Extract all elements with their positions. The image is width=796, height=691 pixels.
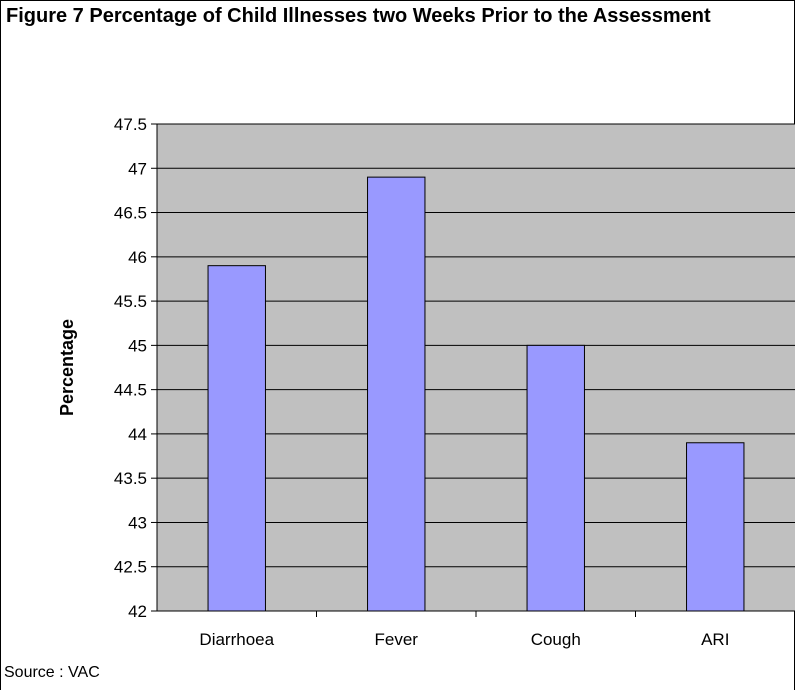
source-note: Source : VAC <box>4 664 100 681</box>
y-tick-label: 42 <box>128 602 147 621</box>
y-tick-label: 44.5 <box>114 381 147 400</box>
bar <box>367 176 426 612</box>
bars <box>207 176 745 612</box>
bar <box>207 265 266 612</box>
y-tick-label: 44 <box>128 425 147 444</box>
bar <box>526 344 585 612</box>
y-tick-label: 47.5 <box>114 115 147 134</box>
y-tick-label: 46.5 <box>114 204 147 223</box>
x-tick-labels: Diarrhoea Fever Cough ARI <box>199 630 729 649</box>
chart-title: Figure 7 Percentage of Child Illnesses t… <box>6 5 711 27</box>
bar-chart: 42 42.5 43 43.5 44 44.5 45 45.5 46 46.5 47 47.5 Dia… <box>57 115 795 649</box>
y-tick-label: 43 <box>128 513 147 532</box>
y-axis-label: Percentage <box>57 319 77 416</box>
y-tick-label: 47 <box>128 159 147 178</box>
x-tick-label: ARI <box>701 630 729 649</box>
axes <box>151 123 795 617</box>
y-tick-label: 43.5 <box>114 469 147 488</box>
y-tick-label: 42.5 <box>114 558 147 577</box>
x-tick-label: Cough <box>531 630 581 649</box>
y-tick-labels: 42 42.5 43 43.5 44 44.5 45 45.5 46 46.5 47 47.5 <box>114 115 147 621</box>
x-tick-label: Diarrhoea <box>199 630 274 649</box>
y-tick-label: 45 <box>128 336 147 355</box>
y-tick-label: 46 <box>128 248 147 267</box>
x-tick-label: Fever <box>375 630 419 649</box>
y-tick-label: 45.5 <box>114 292 147 311</box>
bar <box>686 442 745 612</box>
